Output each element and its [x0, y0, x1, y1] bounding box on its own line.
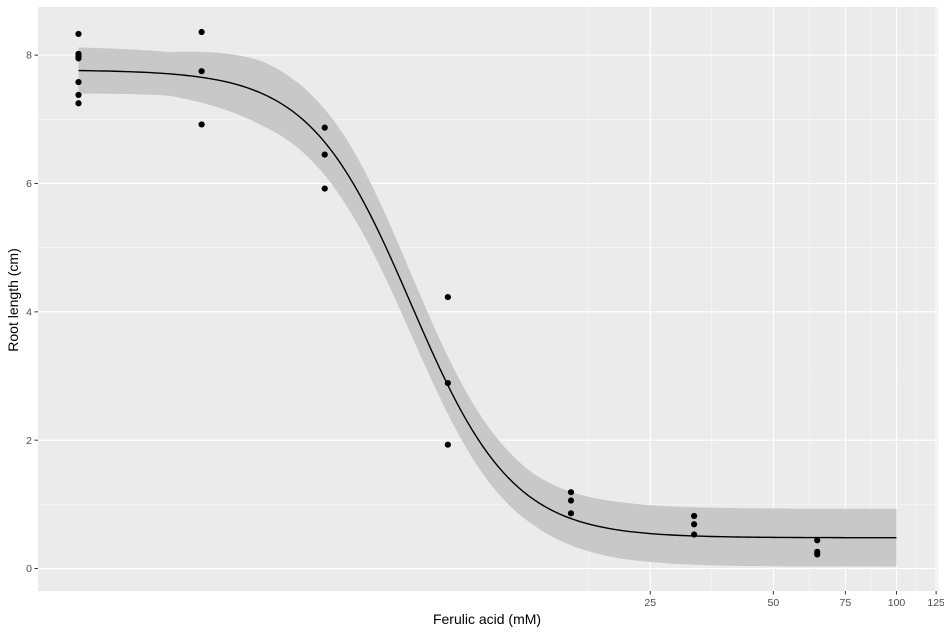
- y-tick-label: 0: [26, 563, 32, 575]
- plot-panel: [38, 7, 938, 591]
- confidence-band: [78, 47, 897, 567]
- data-point: [75, 30, 82, 38]
- data-point: [198, 121, 205, 128]
- y-tick-label: 2: [26, 435, 32, 447]
- data-point: [198, 28, 205, 36]
- data-point: [75, 91, 82, 99]
- x-tick-label: 25: [644, 597, 656, 609]
- data-point: [321, 124, 328, 131]
- x-tick-label: 100: [888, 597, 906, 609]
- fitted-curve: [78, 69, 897, 539]
- data-point: [691, 531, 698, 538]
- data-point: [814, 537, 821, 544]
- data-point: [444, 379, 451, 387]
- data-point: [691, 512, 698, 520]
- data-point: [75, 78, 82, 86]
- data-point: [321, 185, 328, 192]
- data-point: [444, 293, 451, 301]
- data-point: [567, 497, 575, 504]
- data-point: [567, 510, 575, 517]
- data-point: [691, 521, 698, 528]
- x-axis-title: Ferulic acid (mM): [433, 611, 541, 627]
- data-point: [444, 441, 451, 448]
- y-tick-label: 4: [26, 306, 32, 318]
- grid-minor: [38, 7, 938, 591]
- x-tick-label: 125: [927, 597, 944, 609]
- y-axis-ticks: 0 2 4 6 8: [26, 50, 38, 575]
- data-points: [75, 28, 821, 558]
- x-axis-ticks: 25 50 75 100 125: [644, 591, 944, 609]
- y-tick-label: 8: [26, 50, 32, 62]
- x-tick-label: 50: [768, 597, 780, 609]
- data-point: [75, 55, 82, 62]
- data-point: [198, 68, 205, 75]
- data-point: [567, 489, 575, 496]
- data-point: [814, 551, 821, 558]
- y-tick-label: 6: [26, 178, 32, 190]
- data-point: [75, 100, 82, 107]
- y-axis-title: Root length (cm): [5, 248, 21, 351]
- x-tick-label: 75: [840, 597, 852, 609]
- data-point: [321, 151, 328, 158]
